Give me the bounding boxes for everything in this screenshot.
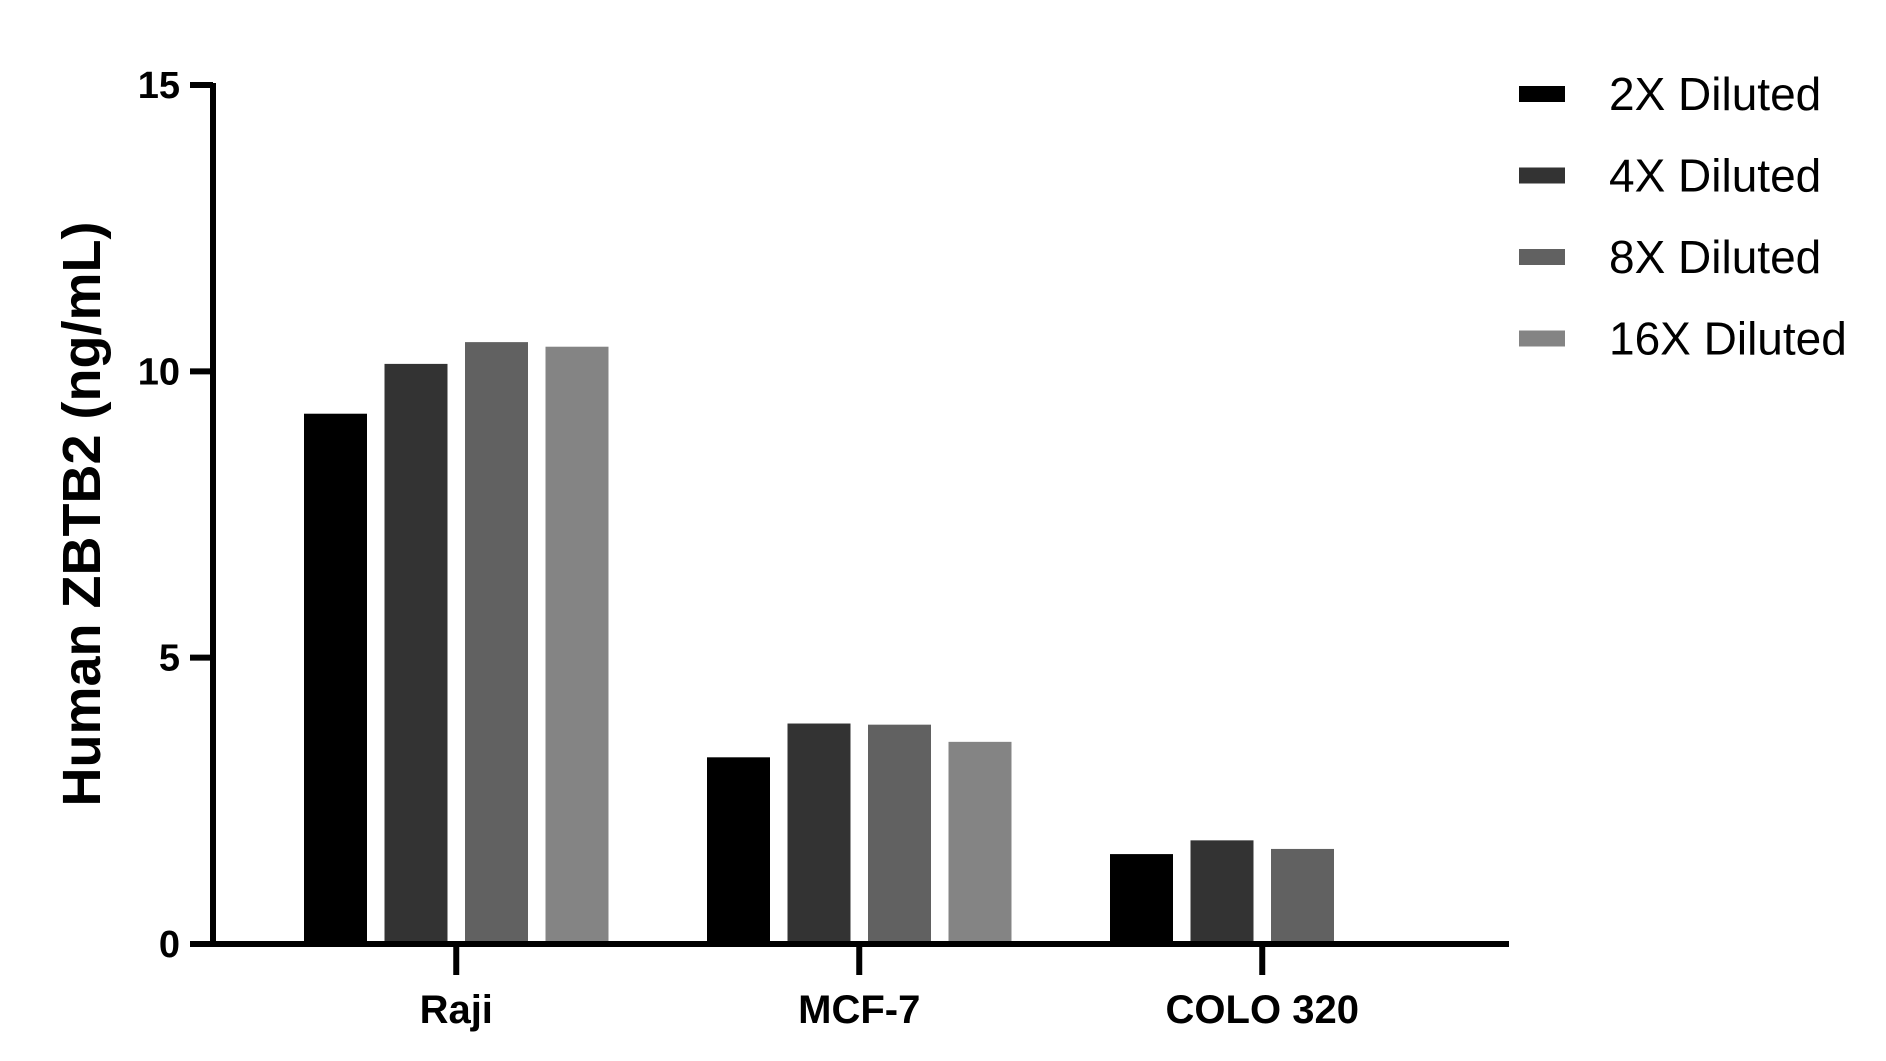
legend-swatch [1519,86,1565,102]
y-axis-label: Human ZBTB2 (ng/mL) [52,222,112,807]
y-tick-label: 5 [159,638,180,680]
legend-label: 2X Diluted [1609,68,1821,120]
legend-swatch [1519,249,1565,265]
legend-label: 16X Diluted [1609,313,1847,365]
legend-label: 4X Diluted [1609,150,1821,202]
y-tick-label: 15 [138,65,180,107]
legend-swatch [1519,330,1565,347]
x-ticks: Raji MCF-7 COLO 320 [420,944,1359,1032]
legend: 2X Diluted 4X Diluted 8X Diluted 16X Dilute… [1519,68,1847,365]
bars-layer [304,342,1334,944]
bar-colo-320-0 [1110,854,1173,944]
x-tick-label: COLO 320 [1166,988,1359,1032]
bar-colo-320-1 [1190,840,1254,944]
y-tick-label: 0 [159,924,180,966]
bar-mcf-7-0 [707,757,770,944]
y-tick-label: 10 [138,351,180,393]
legend-swatch [1519,167,1565,184]
bar-raji-0 [304,413,367,944]
bar-mcf-7-1 [787,723,851,944]
bar-raji-3 [545,346,609,944]
y-ticks: 0 5 10 15 [138,65,213,966]
bar-raji-1 [384,363,448,944]
x-tick-label: Raji [420,988,493,1032]
legend-label: 8X Diluted [1609,231,1821,283]
bar-raji-2 [465,342,528,944]
bar-mcf-7-2 [868,724,931,944]
bar-mcf-7-3 [948,741,1012,944]
x-tick-label: MCF-7 [798,988,920,1032]
bar-colo-320-2 [1271,848,1334,944]
